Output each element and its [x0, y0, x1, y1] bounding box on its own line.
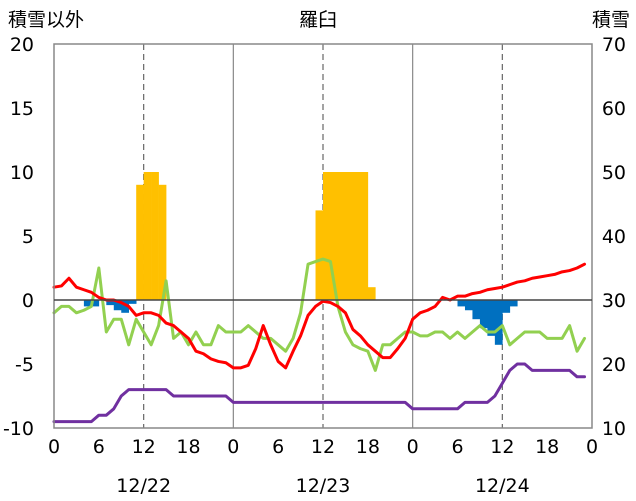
precip-bar [502, 300, 511, 313]
precip-bar [457, 300, 466, 307]
hour-tick-label: 0 [48, 436, 60, 458]
hour-tick-label: 18 [535, 436, 559, 458]
precip-bar [509, 300, 518, 307]
chart-title: 羅臼 [299, 9, 337, 31]
left-tick-label: 10 [10, 162, 34, 184]
right-tick-label: 30 [602, 290, 626, 312]
left-axis-label: 積雪以外 [8, 9, 84, 31]
hour-tick-label: 18 [176, 436, 200, 458]
left-tick-label: 5 [22, 226, 34, 248]
hour-tick-label: 0 [586, 436, 598, 458]
left-tick-label: 0 [22, 290, 34, 312]
precip-bar [487, 300, 496, 336]
precip-bar [464, 300, 473, 311]
hour-tick-label: 6 [93, 436, 105, 458]
dewpoint-line [52, 257, 587, 372]
right-tick-label: 40 [602, 226, 626, 248]
snowfall-bar [143, 172, 152, 300]
precip-bar [472, 300, 481, 320]
snowfall-bar [315, 210, 324, 300]
snowfall-bar [337, 172, 346, 300]
precip-bars [83, 300, 518, 345]
day-label: 12/23 [296, 475, 351, 497]
plot-frame [53, 43, 593, 429]
left-axis-ticks: 20 15 10 5 0 -5 -10 [3, 34, 34, 440]
hour-tick-label: 12 [490, 436, 514, 458]
left-tick-label: 15 [10, 98, 34, 120]
snowfall-bar [136, 184, 144, 300]
precip-bar [83, 300, 92, 307]
day-label: 12/24 [475, 475, 530, 497]
left-tick-label: 20 [10, 34, 34, 56]
day-labels: 12/22 12/23 12/24 [116, 475, 529, 497]
right-tick-label: 10 [602, 418, 626, 440]
hour-tick-label: 18 [356, 436, 380, 458]
snowfall-bar [158, 184, 167, 300]
temperature-line [52, 262, 587, 370]
right-tick-label: 50 [602, 162, 626, 184]
day-label: 12/22 [116, 475, 171, 497]
right-tick-label: 60 [602, 98, 626, 120]
hour-ticks: 0 6 12 18 0 6 12 18 0 6 12 18 0 [48, 436, 598, 458]
hour-tick-label: 12 [311, 436, 335, 458]
precip-bar [494, 300, 503, 345]
snowfall-bars [136, 172, 376, 300]
right-axis-label: 積雪 [592, 9, 630, 31]
hour-tick-label: 0 [227, 436, 239, 458]
precip-bar [121, 300, 130, 313]
snowfall-bar [151, 172, 159, 300]
snowfall-bar [352, 172, 361, 300]
snowfall-bar [323, 172, 331, 300]
series-lines [52, 257, 587, 424]
precip-bar [91, 300, 100, 307]
snow-depth-line [52, 362, 587, 424]
hour-tick-label: 0 [407, 436, 419, 458]
snowfall-bar [360, 172, 369, 300]
snowfall-bar [367, 287, 376, 300]
right-tick-label: 20 [602, 354, 626, 376]
left-tick-label: -10 [3, 418, 34, 440]
hour-tick-label: 6 [272, 436, 284, 458]
precip-bar [479, 300, 488, 329]
precip-bar [128, 300, 137, 304]
left-tick-label: -5 [15, 354, 34, 376]
hour-tick-label: 6 [451, 436, 463, 458]
precip-bar [106, 300, 115, 306]
right-tick-label: 70 [602, 34, 626, 56]
snowfall-bar [330, 172, 339, 300]
precip-bar [113, 300, 122, 311]
hour-tick-label: 12 [132, 436, 156, 458]
snowfall-bar [345, 172, 354, 300]
right-axis-ticks: 70 60 50 40 30 20 10 [602, 34, 626, 440]
